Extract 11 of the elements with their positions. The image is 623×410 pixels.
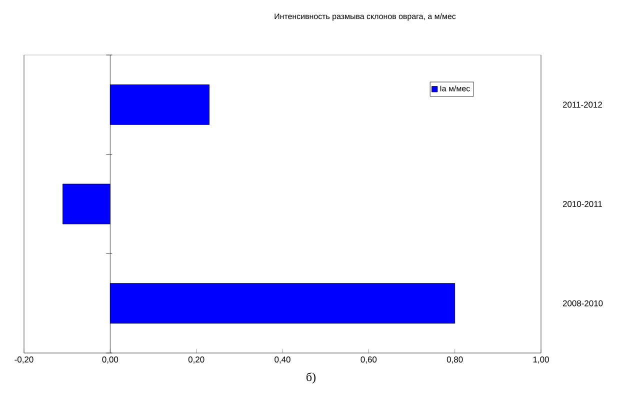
- y-tick-label: 2008-2010: [562, 300, 603, 306]
- x-tick-label: 1,00: [533, 356, 549, 364]
- x-tick-label: 0,60: [360, 356, 377, 364]
- x-tick-label: -0,20: [14, 356, 34, 364]
- text: б): [306, 372, 316, 384]
- y-tick-label: 2011-2012: [562, 102, 602, 108]
- x-tick-label: 0,20: [188, 356, 204, 364]
- x-tick-label: 0,00: [102, 356, 118, 364]
- y-tick-label: 2010-2011: [562, 201, 602, 207]
- x-tick-label: 0,80: [446, 356, 463, 364]
- x-tick-label: 0,40: [274, 356, 290, 364]
